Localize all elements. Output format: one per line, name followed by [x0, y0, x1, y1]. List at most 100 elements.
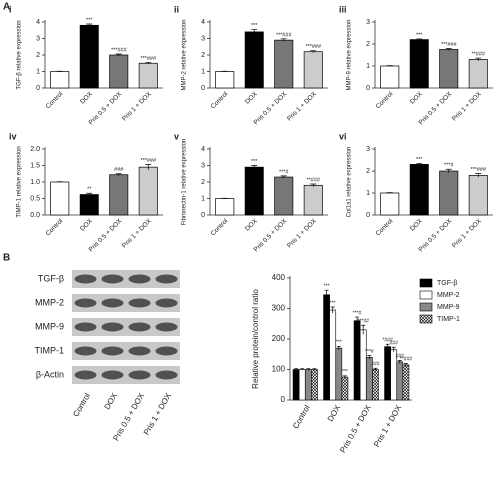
significance-label: **### — [400, 357, 412, 363]
bar — [79, 194, 99, 216]
error-bar — [145, 164, 152, 170]
x-tick-label: Control — [45, 217, 65, 237]
panel-label: v — [174, 131, 179, 141]
y-tick-label: 0 — [281, 395, 286, 404]
significance-label: *### — [382, 338, 393, 344]
blot-protein-label: TGF-β — [38, 273, 64, 283]
blot-band — [101, 346, 124, 356]
significance-label: **### — [472, 52, 486, 58]
bar — [304, 369, 312, 401]
bar — [439, 170, 459, 216]
bar — [409, 39, 429, 89]
significance-label: ***### — [140, 158, 157, 164]
bar — [303, 184, 323, 216]
significance-label: ***# — [279, 169, 289, 175]
bar — [335, 347, 343, 401]
panel-label: vi — [339, 131, 347, 141]
error-bar — [145, 62, 152, 65]
y-tick-label: 3 — [36, 35, 40, 42]
error-bar — [336, 345, 341, 350]
y-tick-label: 2 — [201, 52, 205, 59]
y-tick-label: 2 — [366, 41, 370, 48]
y-tick-label: 1 — [201, 195, 205, 202]
error-bar — [310, 183, 317, 187]
blot-lane-label: Control — [71, 391, 92, 418]
blot-strip — [72, 366, 180, 384]
y-tick-label: 0 — [36, 85, 40, 92]
bar — [138, 166, 158, 216]
error-bar — [115, 53, 122, 56]
error-bar — [300, 368, 305, 371]
bar — [311, 369, 318, 401]
error-bar — [355, 316, 360, 325]
error-bar — [385, 343, 390, 350]
significance-label: *** — [251, 159, 258, 165]
bar — [274, 39, 294, 89]
y-tick-label: 4 — [201, 19, 205, 26]
significance-label: ### — [396, 354, 405, 360]
bar — [274, 176, 294, 216]
error-bar — [312, 368, 317, 371]
error-bar — [310, 50, 317, 53]
bar — [439, 49, 459, 89]
y-tick-label: 2 — [366, 168, 370, 175]
bar — [298, 369, 306, 401]
legend-swatch — [419, 314, 433, 324]
y-tick-label: 1 — [366, 63, 370, 70]
x-tick-label: Control — [210, 217, 230, 237]
x-tick-label: DOX — [79, 217, 94, 232]
error-bar — [86, 23, 93, 27]
legend-label: MMP-2 — [437, 292, 460, 299]
x-tick-label: Control — [210, 90, 230, 110]
blot-protein-label: MMP-9 — [35, 321, 64, 331]
significance-label: ### — [390, 341, 399, 347]
y-tick-label: 300 — [272, 304, 286, 313]
bar — [468, 175, 488, 216]
y-tick-label: 1.0 — [30, 179, 40, 186]
error-bar — [475, 173, 482, 178]
x-tick-label: DOX — [409, 217, 424, 232]
x-tick-label: DOX — [244, 90, 259, 105]
blot-band — [101, 274, 124, 284]
error-bar — [373, 367, 378, 371]
y-axis-label: MMP-2 relative expression — [182, 19, 188, 90]
y-tick-label: 1 — [366, 190, 370, 197]
blot-strip — [72, 270, 180, 288]
bar — [402, 364, 410, 401]
error-bar — [86, 192, 93, 196]
bar — [329, 309, 337, 401]
bar — [138, 62, 158, 89]
bar — [215, 71, 235, 89]
x-tick-label: Pris 1 + DOX — [372, 403, 404, 449]
y-axis-label: Col1a1 relative expression — [347, 147, 353, 218]
bar — [50, 181, 70, 216]
blot-protein-label: MMP-2 — [35, 297, 64, 307]
y-tick-label: 0 — [201, 85, 205, 92]
panel-label: i — [9, 4, 12, 14]
significance-label: *** — [336, 340, 342, 346]
y-axis-label: Relative protein/control ratio — [251, 289, 260, 389]
blot-band — [128, 298, 151, 308]
panel-label: iii — [339, 4, 347, 14]
panel-label: ii — [174, 4, 179, 14]
error-bar — [280, 38, 287, 42]
significance-label: ### — [371, 362, 380, 368]
blot-band — [74, 346, 97, 356]
error-bar — [221, 70, 228, 72]
bar — [244, 31, 264, 89]
bar — [384, 346, 391, 401]
y-axis-label: TGF-β relative expression — [17, 20, 23, 89]
error-bar — [445, 48, 452, 51]
blot-strip — [72, 342, 180, 360]
error-bar — [367, 355, 372, 360]
bar — [109, 54, 129, 89]
x-tick-label: DOX — [79, 90, 94, 105]
error-bar — [56, 70, 63, 72]
legend-swatch — [419, 290, 433, 300]
significance-label: ***# — [365, 349, 374, 355]
blot-band — [155, 298, 178, 308]
y-axis-label: TIMP-1 relative expression — [17, 146, 23, 217]
significance-label: ***### — [470, 167, 487, 173]
x-tick-label: Pris 1 + DOX — [451, 90, 483, 122]
bar — [396, 361, 404, 401]
